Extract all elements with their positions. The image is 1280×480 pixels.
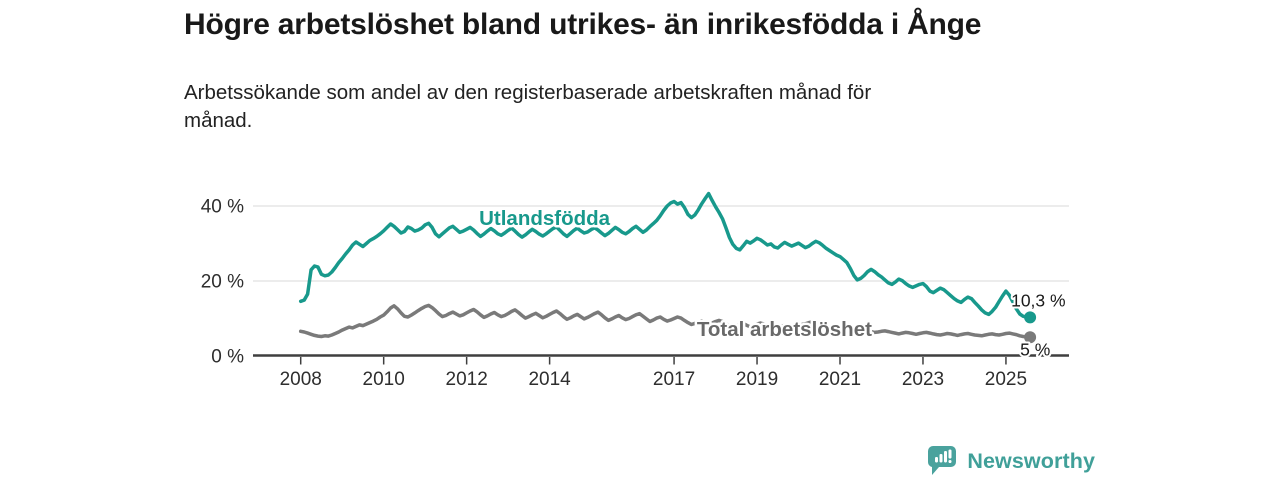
chart-subtitle-line-1: Arbetssökande som andel av den registerb… bbox=[184, 81, 872, 104]
bar-3 bbox=[944, 451, 948, 463]
series-label-total-arbetsloshet: Total arbetslöshet bbox=[697, 318, 872, 341]
y-tick-label-40: 40 % bbox=[201, 197, 244, 218]
x-tick-label-2023: 2023 bbox=[902, 369, 944, 390]
end-value-label-total-arbetsloshet: 5 % bbox=[1020, 339, 1050, 359]
x-tick-label-2012: 2012 bbox=[446, 369, 488, 390]
x-tick-label-2010: 2010 bbox=[363, 369, 405, 390]
series-end-dot-utlandsfodda bbox=[1024, 311, 1037, 324]
x-tick-label-2008: 2008 bbox=[280, 369, 322, 390]
series-label-utlandsfodda: Utlandsfödda bbox=[479, 207, 611, 230]
end-value-label-utlandsfodda: 10,3 % bbox=[1011, 290, 1065, 310]
newsworthy-logo-icon bbox=[928, 446, 957, 475]
newsworthy-branding: Newsworthy bbox=[928, 444, 1095, 478]
exclamation-dot bbox=[948, 460, 952, 463]
x-tick-label-2021: 2021 bbox=[819, 369, 861, 390]
series-end-dot-total-arbetsloshet bbox=[1024, 331, 1037, 344]
x-tick-label-2019: 2019 bbox=[736, 369, 778, 390]
x-tick-label-2025: 2025 bbox=[985, 369, 1027, 390]
exclamation-bar bbox=[948, 449, 952, 459]
chart-subtitle: Arbetssökande som andel av den registerb… bbox=[184, 79, 871, 135]
x-tick-label-2017: 2017 bbox=[653, 369, 695, 390]
bar-1 bbox=[935, 457, 939, 463]
series-line-utlandsfodda bbox=[298, 191, 1032, 320]
chart-subtitle-line-2: månad. bbox=[184, 109, 253, 132]
series-line-total-arbetsloshet bbox=[298, 303, 1032, 340]
bar-2 bbox=[939, 454, 943, 463]
newsworthy-logo-text: Newsworthy bbox=[967, 448, 1095, 473]
y-tick-label-0: 0 % bbox=[211, 347, 244, 368]
x-tick-label-2014: 2014 bbox=[528, 369, 571, 390]
chart-title: Högre arbetslöshet bland utrikes- än inr… bbox=[184, 8, 982, 41]
y-tick-label-20: 20 % bbox=[201, 272, 244, 293]
